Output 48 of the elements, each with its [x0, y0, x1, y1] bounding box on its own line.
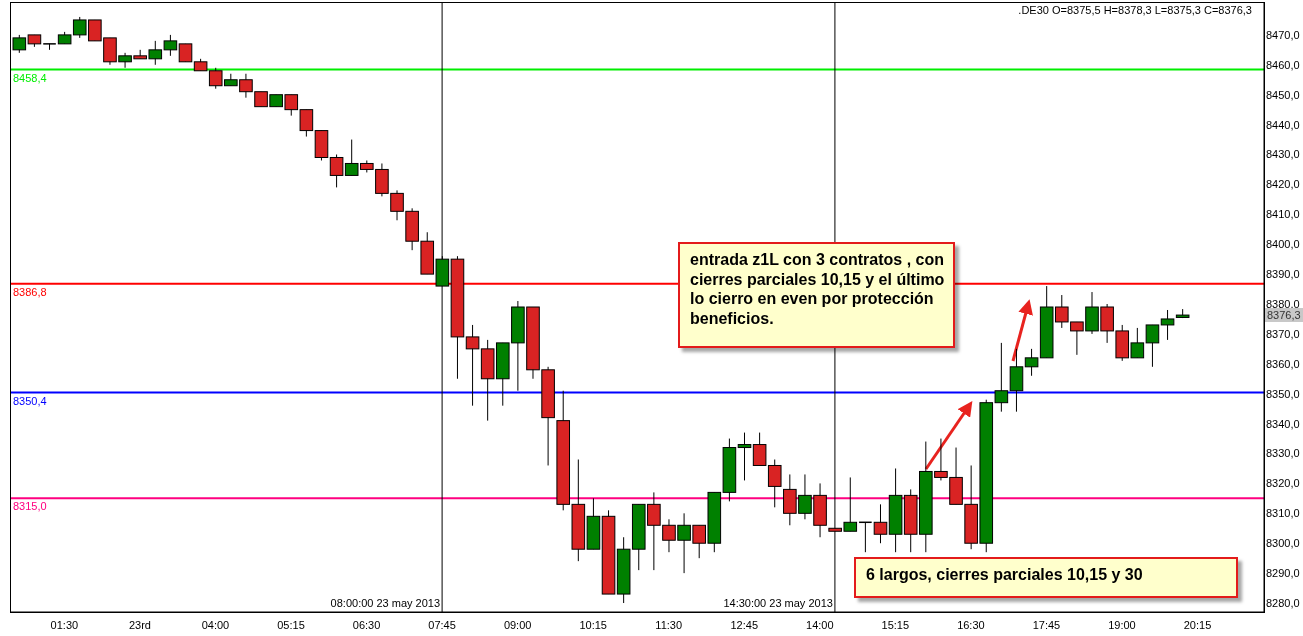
annotation: 6 largos, cierres parciales 10,15 y 30	[866, 566, 1143, 583]
y-tick-label: 8470,0	[1266, 28, 1300, 41]
ref-line-label: 8386,8	[13, 285, 47, 298]
x-tick-label: 05:15	[277, 618, 305, 631]
chart-title: .DE30 O=8375,5 H=8378,3 L=8375,3 C=8376,3	[1018, 4, 1252, 17]
y-tick-label: 8310,0	[1266, 507, 1300, 520]
x-tick-label: 11:30	[655, 618, 683, 631]
x-tick-label: 12:45	[730, 618, 759, 631]
y-tick-label: 8280,0	[1266, 596, 1300, 609]
y-tick-label: 8400,0	[1266, 238, 1300, 251]
y-tick-label: 8430,0	[1266, 148, 1300, 161]
y-tick-label: 8320,0	[1266, 477, 1300, 490]
x-tick-label: 09:00	[503, 618, 532, 631]
y-tick-label: 8460,0	[1266, 58, 1300, 71]
ref-line-label: 14:30:00 23 may 2013	[723, 597, 833, 609]
x-tick-label: 10:15	[579, 618, 607, 631]
y-tick-label: 8390,0	[1266, 268, 1300, 281]
x-tick-label: 23rd	[128, 618, 151, 631]
y-tick-label: 8450,0	[1266, 88, 1300, 101]
y-tick-label: 8330,0	[1266, 447, 1300, 460]
x-tick-label: 15:15	[881, 618, 910, 631]
ref-line-label: 8315,0	[13, 500, 47, 513]
callout-box: 6 largos, cierres parciales 10,15 y 30	[854, 557, 1238, 598]
x-tick-label: 20:15	[1183, 618, 1212, 631]
annotation: entrada z1L con 3 contratos , con cierres parciales 10,15 y el último lo cierro en even por protección beneficios.	[690, 251, 945, 327]
x-tick-label: 04:00	[201, 618, 230, 631]
x-tick-label: 19:00	[1108, 618, 1136, 631]
y-tick-label: 8300,0	[1266, 537, 1300, 550]
y-tick-label: 8420,0	[1266, 178, 1300, 191]
x-tick-label: 01:30	[50, 618, 79, 631]
x-tick-label: 17:45	[1032, 618, 1061, 631]
annotation: 8376,3	[1265, 308, 1303, 323]
ref-line-label: 8350,4	[13, 394, 47, 407]
x-tick-label: 16:30	[957, 618, 985, 631]
y-tick-label: 8410,0	[1266, 208, 1300, 221]
y-tick-label: 8290,0	[1266, 567, 1300, 580]
x-tick-label: 06:30	[352, 618, 381, 631]
y-tick-label: 8440,0	[1266, 118, 1300, 131]
y-tick-label: 8370,0	[1266, 327, 1300, 340]
x-tick-label: 07:45	[428, 618, 456, 631]
y-tick-label: 8340,0	[1266, 417, 1300, 430]
ref-line-label: 8458,4	[13, 71, 47, 84]
y-tick-label: 8350,0	[1266, 387, 1300, 400]
callout-box: entrada z1L con 3 contratos , con cierres parciales 10,15 y el último lo cierro en even por protección beneficios.	[678, 242, 955, 348]
x-tick-label: 14:00	[806, 618, 834, 631]
y-tick-label: 8380,0	[1266, 297, 1300, 310]
y-tick-label: 8360,0	[1266, 357, 1300, 370]
ref-line-label: 08:00:00 23 may 2013	[330, 597, 441, 609]
